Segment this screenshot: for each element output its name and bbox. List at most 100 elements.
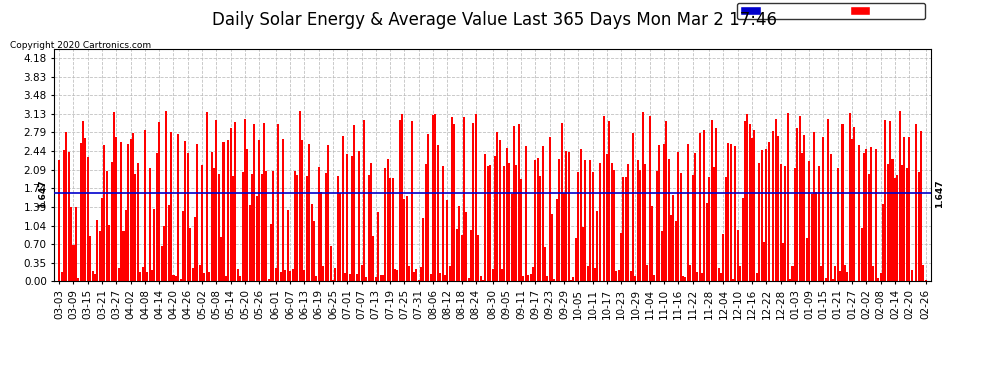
- Bar: [540, 176, 542, 281]
- Bar: [120, 142, 122, 281]
- Bar: [272, 171, 274, 281]
- Bar: [799, 116, 801, 281]
- Bar: [794, 168, 796, 281]
- Bar: [470, 230, 472, 281]
- Bar: [587, 266, 589, 281]
- Bar: [644, 164, 645, 281]
- Bar: [163, 226, 165, 281]
- Bar: [911, 270, 913, 281]
- Bar: [843, 265, 845, 281]
- Bar: [646, 265, 648, 281]
- Bar: [742, 198, 743, 281]
- Bar: [787, 113, 789, 281]
- Bar: [311, 204, 313, 281]
- Bar: [67, 153, 69, 281]
- Bar: [91, 271, 94, 281]
- Bar: [918, 172, 920, 281]
- Bar: [777, 136, 779, 281]
- Bar: [279, 272, 281, 281]
- Bar: [801, 153, 803, 281]
- Bar: [99, 231, 101, 281]
- Bar: [287, 210, 289, 281]
- Bar: [572, 277, 574, 281]
- Bar: [872, 266, 874, 281]
- Bar: [235, 122, 237, 281]
- Bar: [137, 163, 139, 281]
- Bar: [77, 278, 79, 281]
- Bar: [467, 278, 469, 281]
- Bar: [584, 160, 586, 281]
- Bar: [489, 165, 491, 281]
- Bar: [499, 140, 501, 281]
- Bar: [599, 162, 601, 281]
- Bar: [677, 152, 679, 281]
- Bar: [658, 146, 660, 281]
- Bar: [332, 280, 334, 281]
- Bar: [335, 268, 337, 281]
- Bar: [151, 270, 153, 281]
- Bar: [275, 268, 277, 281]
- Bar: [579, 149, 582, 281]
- Bar: [655, 171, 657, 281]
- Bar: [116, 137, 118, 281]
- Text: Daily Solar Energy & Average Value Last 365 Days Mon Mar 2 17:46: Daily Solar Energy & Average Value Last …: [213, 11, 777, 29]
- Bar: [328, 145, 330, 281]
- Text: 1.647: 1.647: [936, 179, 944, 207]
- Bar: [523, 276, 525, 281]
- Bar: [247, 149, 248, 281]
- Bar: [211, 152, 213, 281]
- Bar: [532, 267, 534, 281]
- Bar: [753, 130, 755, 281]
- Bar: [553, 279, 555, 281]
- Bar: [208, 272, 210, 281]
- Bar: [175, 276, 177, 281]
- Bar: [58, 160, 60, 281]
- Bar: [355, 274, 357, 281]
- Bar: [87, 157, 89, 281]
- Bar: [106, 171, 108, 281]
- Bar: [784, 166, 786, 281]
- Bar: [213, 168, 215, 281]
- Bar: [842, 124, 843, 281]
- Bar: [925, 280, 927, 281]
- Bar: [84, 138, 86, 281]
- Bar: [230, 128, 232, 281]
- Bar: [387, 159, 389, 281]
- Bar: [672, 195, 674, 281]
- Bar: [130, 139, 132, 281]
- Bar: [811, 194, 813, 281]
- Bar: [530, 274, 532, 281]
- Bar: [348, 274, 350, 281]
- Bar: [337, 176, 339, 281]
- Bar: [220, 237, 222, 281]
- Bar: [187, 153, 189, 281]
- Bar: [508, 163, 510, 281]
- Bar: [277, 124, 279, 281]
- Bar: [170, 132, 172, 281]
- Bar: [384, 168, 386, 281]
- Bar: [679, 172, 682, 281]
- Bar: [65, 132, 67, 281]
- Bar: [875, 149, 877, 281]
- Bar: [291, 269, 294, 281]
- Bar: [308, 144, 310, 281]
- Bar: [628, 164, 630, 281]
- Bar: [244, 118, 246, 281]
- Bar: [420, 267, 422, 281]
- Bar: [167, 205, 169, 281]
- Bar: [853, 127, 855, 281]
- Bar: [558, 159, 560, 281]
- Bar: [446, 200, 448, 281]
- Bar: [511, 194, 513, 281]
- Bar: [482, 280, 484, 281]
- Bar: [604, 116, 606, 281]
- Bar: [560, 123, 562, 281]
- Bar: [637, 160, 639, 281]
- Bar: [689, 265, 691, 281]
- Bar: [687, 144, 689, 281]
- Bar: [340, 193, 342, 281]
- Bar: [425, 164, 427, 281]
- Bar: [887, 164, 889, 281]
- Bar: [101, 198, 103, 281]
- Bar: [463, 117, 465, 281]
